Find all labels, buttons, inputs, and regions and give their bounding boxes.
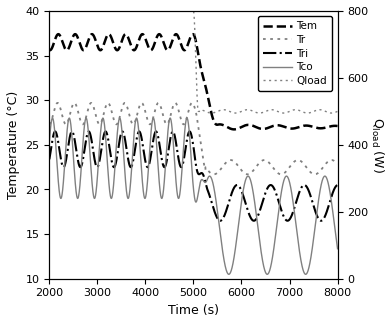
Tem — [116, 48, 120, 52]
Tco — [47, 141, 52, 145]
Tr — [335, 162, 340, 166]
X-axis label: Time (s): Time (s) — [168, 304, 219, 317]
Tri — [47, 157, 52, 161]
Qload — [329, 111, 334, 115]
Tco — [114, 145, 119, 148]
Qload — [47, 9, 52, 13]
Tr — [116, 121, 120, 125]
Legend: Tem, Tr, Tri, Tco, Qload: Tem, Tr, Tri, Tco, Qload — [258, 16, 332, 91]
Tr — [55, 101, 60, 105]
Qload — [116, 9, 120, 13]
Tr — [117, 117, 122, 121]
Tem — [335, 124, 340, 128]
Tri — [333, 185, 338, 189]
Tr — [156, 101, 160, 105]
Tco — [227, 272, 231, 276]
Tri — [117, 140, 122, 144]
Line: Tri: Tri — [49, 132, 338, 221]
Tri — [176, 156, 181, 160]
Tem — [191, 32, 195, 36]
Tri — [116, 150, 120, 154]
Tri — [156, 134, 160, 138]
Qload — [176, 9, 181, 13]
Tem — [114, 48, 119, 52]
Line: Tco: Tco — [49, 118, 338, 274]
Tco — [156, 163, 160, 167]
Tco — [50, 116, 55, 120]
Line: Tr: Tr — [49, 103, 338, 174]
Tem — [156, 33, 160, 37]
Qload — [156, 9, 160, 13]
Qload — [335, 110, 340, 113]
Qload — [114, 9, 119, 13]
Tri — [335, 183, 340, 187]
Line: Tem: Tem — [49, 34, 338, 129]
Tri — [319, 219, 323, 223]
Tco — [176, 196, 181, 200]
Tr — [312, 172, 317, 176]
Qload — [333, 110, 338, 114]
Y-axis label: Q$_\mathrm{load}$ (W): Q$_\mathrm{load}$ (W) — [369, 117, 385, 173]
Tem — [176, 35, 181, 39]
Tri — [114, 159, 119, 163]
Tr — [114, 122, 119, 126]
Tri — [187, 130, 192, 133]
Tem — [117, 46, 122, 50]
Tco — [116, 125, 120, 129]
Qload — [117, 9, 122, 13]
Y-axis label: Temperature (°C): Temperature (°C) — [7, 91, 20, 199]
Tr — [176, 108, 181, 112]
Line: Qload: Qload — [49, 11, 338, 113]
Tco — [333, 230, 338, 234]
Tem — [232, 127, 236, 131]
Tr — [333, 160, 338, 164]
Tem — [47, 48, 52, 52]
Tco — [117, 117, 122, 121]
Tem — [333, 124, 338, 128]
Tco — [335, 247, 340, 251]
Tr — [47, 122, 52, 126]
